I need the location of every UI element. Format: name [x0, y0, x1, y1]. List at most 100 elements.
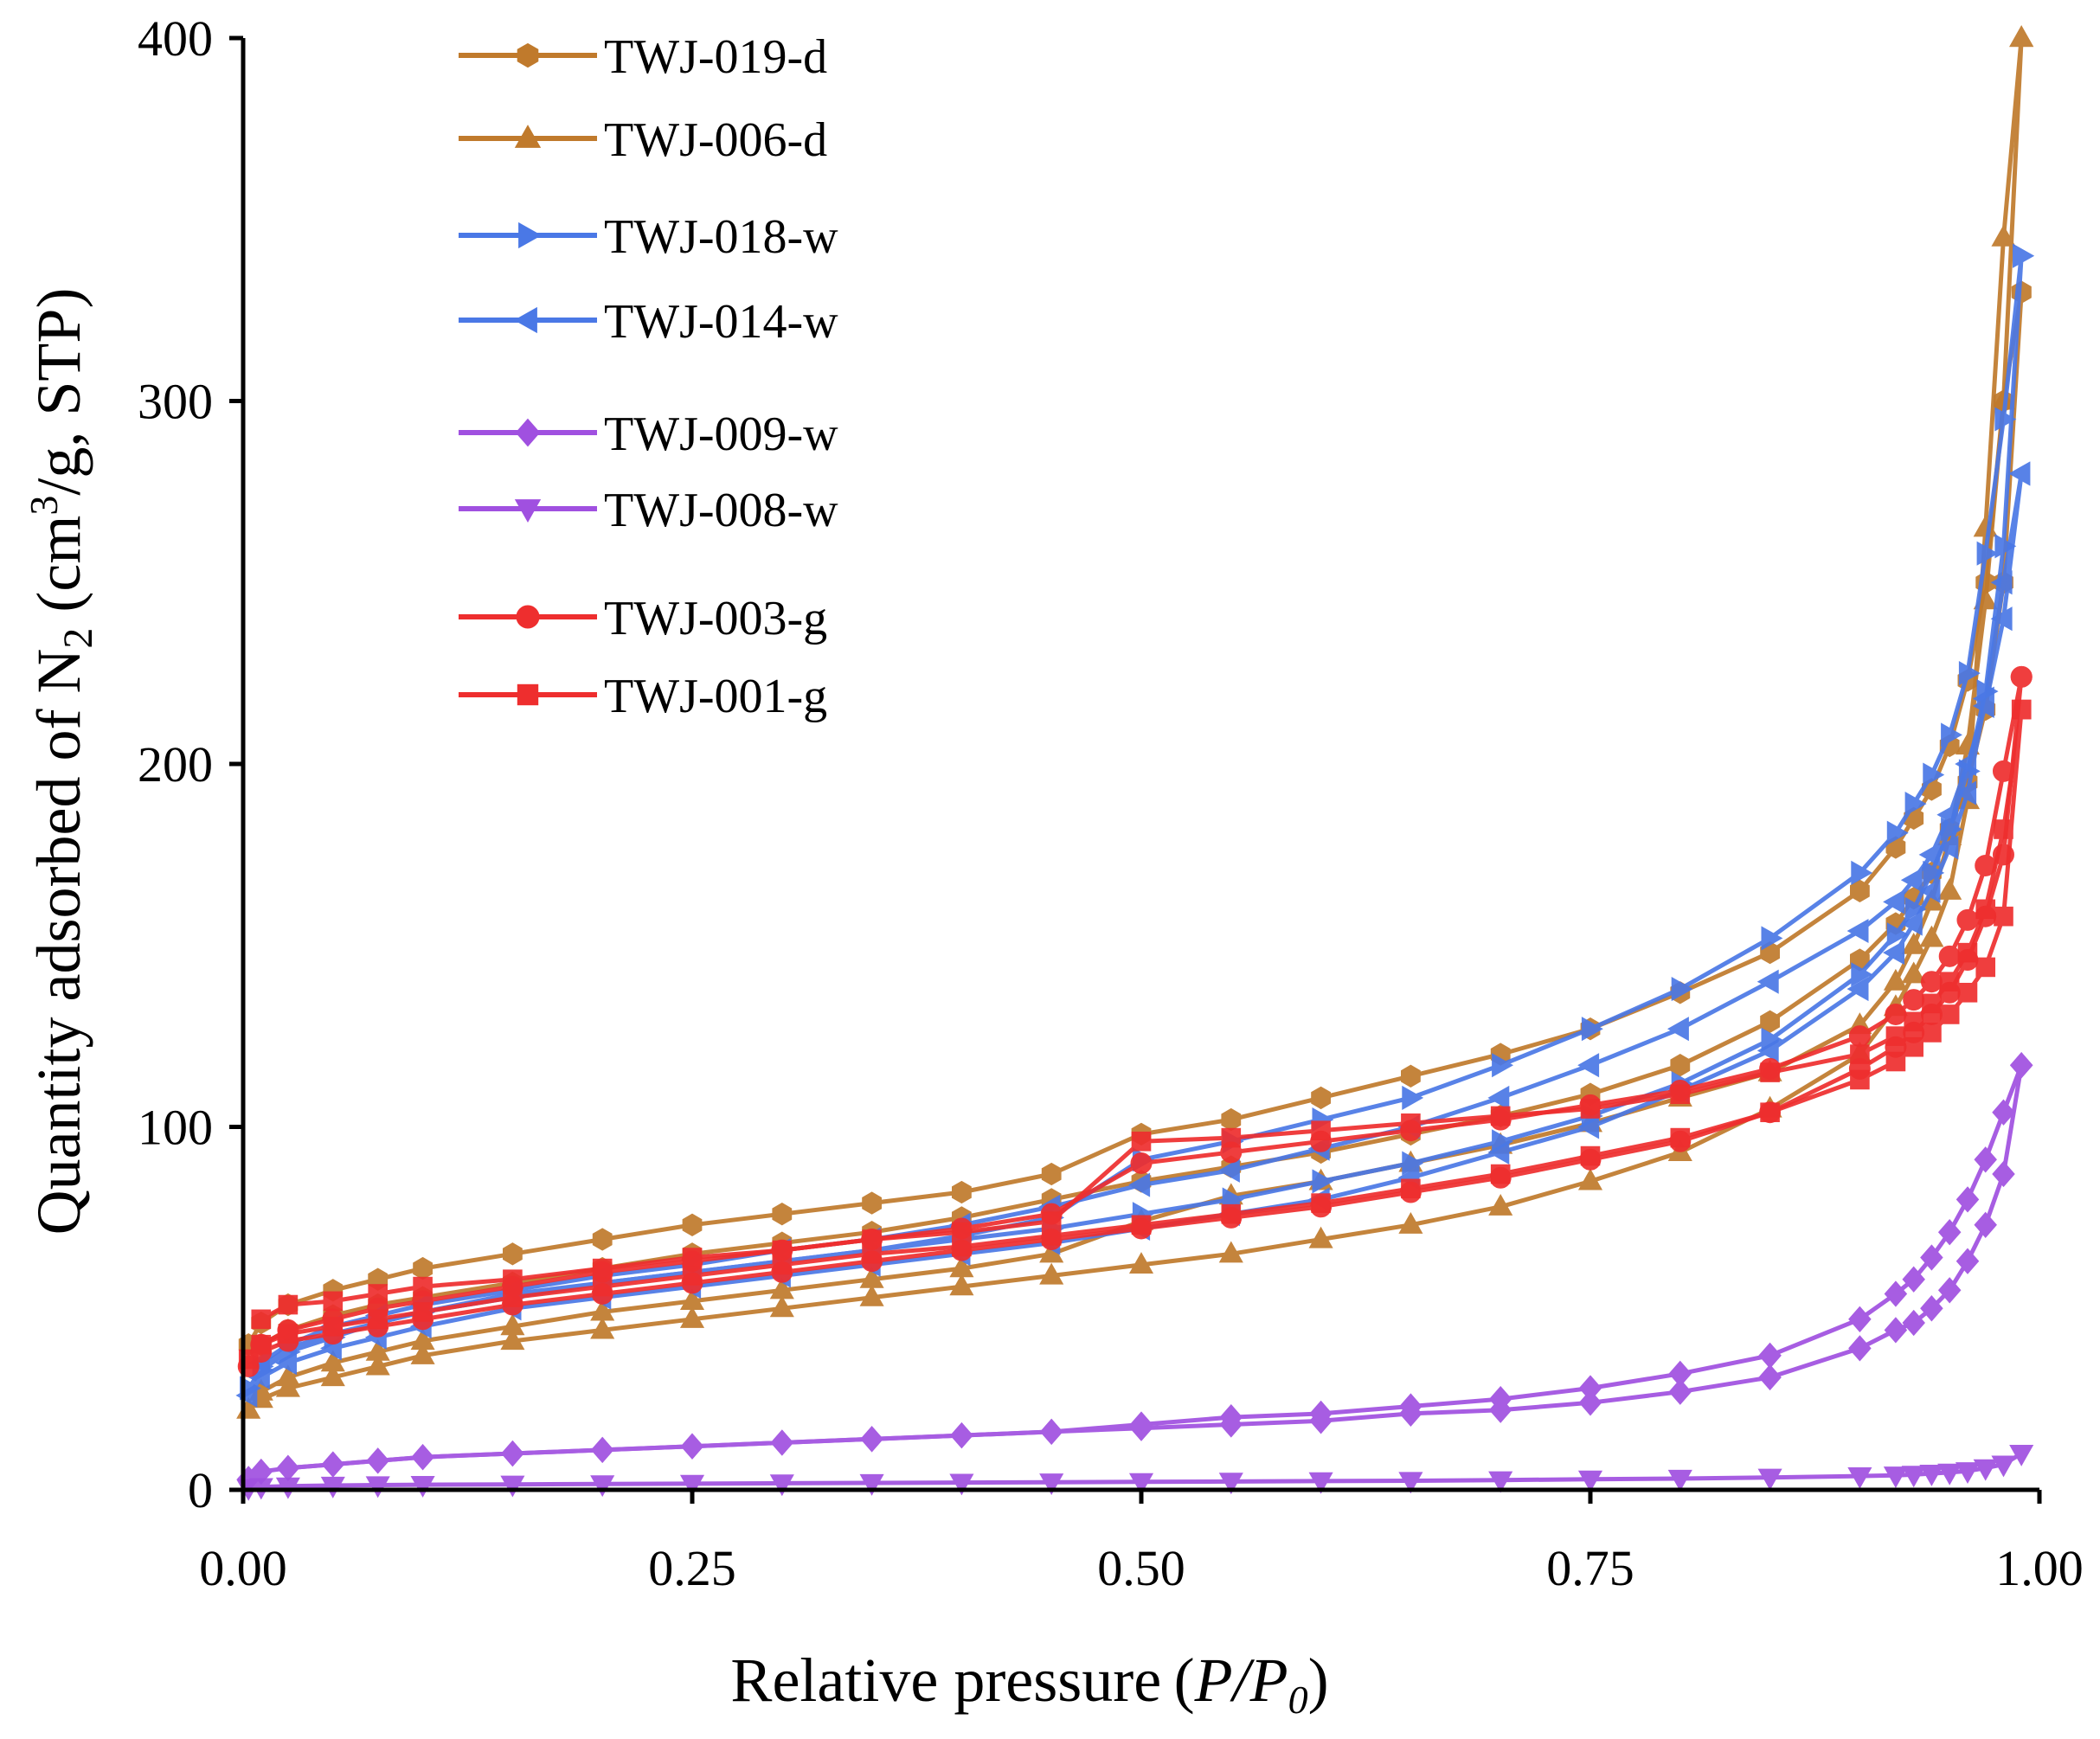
data-point	[503, 1242, 523, 1266]
data-point	[1580, 1099, 1601, 1119]
data-point	[1487, 1085, 1510, 1110]
data-point	[1883, 940, 1904, 966]
data-point	[503, 1287, 523, 1307]
data-point	[1129, 1411, 1153, 1438]
legend-item: TWJ-001-g	[459, 670, 827, 723]
data-point	[413, 1302, 433, 1322]
legend-label: TWJ-008-w	[604, 484, 838, 537]
data-point	[413, 1276, 433, 1297]
data-point	[1937, 1277, 1962, 1304]
data-point	[1758, 1364, 1782, 1391]
data-point	[1488, 1471, 1513, 1493]
data-point	[413, 1256, 433, 1280]
data-point	[1399, 1393, 1422, 1420]
data-point	[1221, 1107, 1242, 1132]
data-point	[1756, 1038, 1779, 1063]
y-tick-label: 300	[138, 374, 213, 430]
data-point	[1760, 1102, 1780, 1123]
data-point	[1902, 1309, 1925, 1337]
data-point	[1218, 1473, 1243, 1495]
data-point	[1039, 1418, 1063, 1446]
data-point	[1309, 1400, 1333, 1428]
data-point	[1670, 1127, 1691, 1148]
data-point	[276, 1454, 300, 1481]
data-point	[590, 1436, 614, 1464]
data-point	[1848, 1306, 1872, 1332]
data-point	[952, 1180, 972, 1204]
data-point	[323, 1316, 344, 1337]
x-tick-label: 0.25	[648, 1540, 736, 1596]
data-point	[682, 1248, 703, 1267]
data-point	[1918, 842, 1941, 867]
data-point	[769, 1295, 794, 1318]
legend-item: TWJ-018-w	[459, 210, 838, 264]
data-point	[1956, 908, 1979, 931]
data-point	[1848, 1025, 1871, 1048]
data-point	[366, 1447, 389, 1474]
data-point	[1760, 1010, 1780, 1033]
data-point	[1922, 993, 1942, 1014]
data-point	[1885, 1026, 1906, 1046]
data-point	[1886, 922, 1909, 947]
data-point	[1578, 1389, 1602, 1416]
legend-marker	[516, 605, 540, 629]
legend-item: TWJ-009-w	[459, 407, 838, 461]
data-point	[1920, 1295, 1943, 1322]
data-point	[1904, 1011, 1923, 1032]
data-point	[772, 1240, 793, 1261]
data-point	[682, 1213, 703, 1236]
data-point	[1992, 1160, 2015, 1188]
data-point	[1670, 1054, 1691, 1077]
data-point	[1308, 1226, 1333, 1248]
data-point	[1885, 1051, 1906, 1072]
data-point	[1956, 1186, 1980, 1213]
x-axis-title: Relative pressure (P/P0)	[730, 1646, 1328, 1722]
data-point	[1577, 1114, 1600, 1139]
data-point	[1936, 835, 1959, 860]
data-point	[1884, 1280, 1908, 1307]
data-point	[590, 1475, 615, 1498]
legend-label: TWJ-014-w	[604, 295, 838, 349]
data-point	[365, 1338, 390, 1361]
data-point	[2008, 461, 2031, 486]
data-point	[1131, 1215, 1152, 1235]
data-point	[1667, 1017, 1689, 1042]
data-point	[592, 1276, 613, 1297]
data-point	[1130, 1152, 1153, 1174]
data-point	[1580, 1145, 1601, 1166]
data-point	[500, 1313, 525, 1336]
data-point	[769, 1474, 794, 1497]
data-point	[251, 1334, 272, 1355]
data-point	[1937, 1463, 1962, 1486]
data-point	[1039, 1262, 1064, 1285]
data-point	[1577, 1168, 1603, 1190]
data-point	[952, 1222, 972, 1242]
data-point	[1939, 1004, 1960, 1024]
data-point	[320, 1476, 345, 1498]
data-point	[859, 1266, 884, 1288]
data-point	[500, 1475, 525, 1498]
y-tick-label: 200	[138, 736, 213, 792]
data-point	[1901, 1466, 1926, 1488]
data-point	[368, 1309, 388, 1330]
data-point	[1956, 1248, 1980, 1274]
data-point	[1958, 661, 1981, 686]
data-point	[1923, 762, 1945, 787]
data-point	[860, 1426, 883, 1453]
data-point	[680, 1433, 704, 1460]
data-point	[1976, 541, 1999, 566]
legend-item: TWJ-014-w	[459, 295, 838, 349]
data-point	[1919, 1465, 1944, 1486]
data-point	[1128, 1172, 1151, 1197]
data-point	[770, 1429, 794, 1456]
data-point	[410, 1328, 435, 1351]
data-point	[410, 1342, 435, 1364]
data-point	[859, 1473, 884, 1496]
data-point	[1884, 1317, 1908, 1344]
data-point	[1401, 1064, 1421, 1088]
data-point	[1975, 957, 1996, 978]
data-point	[1991, 224, 2016, 247]
data-point	[1402, 1085, 1424, 1110]
data-point	[251, 1309, 272, 1330]
data-point	[1668, 1360, 1692, 1387]
